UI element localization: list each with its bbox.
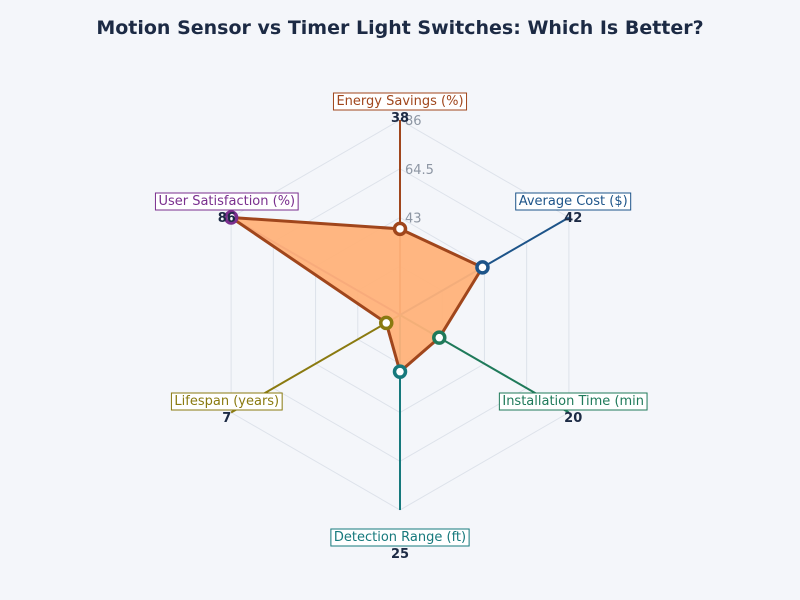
value-label: 7 xyxy=(222,411,231,426)
value-label: 38 xyxy=(391,111,409,126)
data-point xyxy=(432,330,447,345)
data-point xyxy=(475,260,490,275)
axis-label: Lifespan (years) xyxy=(174,394,279,409)
axis-label-box xyxy=(154,192,299,211)
axis-label: Average Cost ($) xyxy=(519,194,628,209)
radial-ticks: 43 64.5 86 xyxy=(405,114,434,227)
axis-label-box xyxy=(170,392,283,411)
value-label: 25 xyxy=(391,547,409,562)
chart-title: Motion Sensor vs Timer Light Switches: W… xyxy=(96,17,703,39)
value-label: 86 xyxy=(218,211,236,226)
radial-tick-label: 86 xyxy=(405,114,422,129)
axis-label-box xyxy=(330,528,470,547)
value-label: 20 xyxy=(564,411,582,426)
data-points xyxy=(223,210,490,379)
data-point xyxy=(392,221,408,237)
data-point xyxy=(379,315,394,331)
axis-label: Detection Range (ft) xyxy=(334,530,466,545)
value-label: 42 xyxy=(564,211,582,226)
data-polygon xyxy=(229,216,484,374)
axis-label: User Satisfaction (%) xyxy=(158,194,295,209)
axis-label-box xyxy=(515,192,632,211)
axis-labels: Energy Savings (%) 38 Average Cost ($) 42 In… xyxy=(154,92,648,562)
radial-tick-label: 64.5 xyxy=(405,163,434,178)
axis-label: Installation Time (min xyxy=(502,394,644,409)
data-point xyxy=(223,210,239,225)
data-point xyxy=(392,364,408,379)
axis-label-box xyxy=(498,392,648,411)
radial-tick-label: 43 xyxy=(405,212,422,227)
axis-label: Energy Savings (%) xyxy=(336,94,463,109)
data-polygon-group xyxy=(229,216,484,374)
axis-label-box xyxy=(332,92,468,111)
